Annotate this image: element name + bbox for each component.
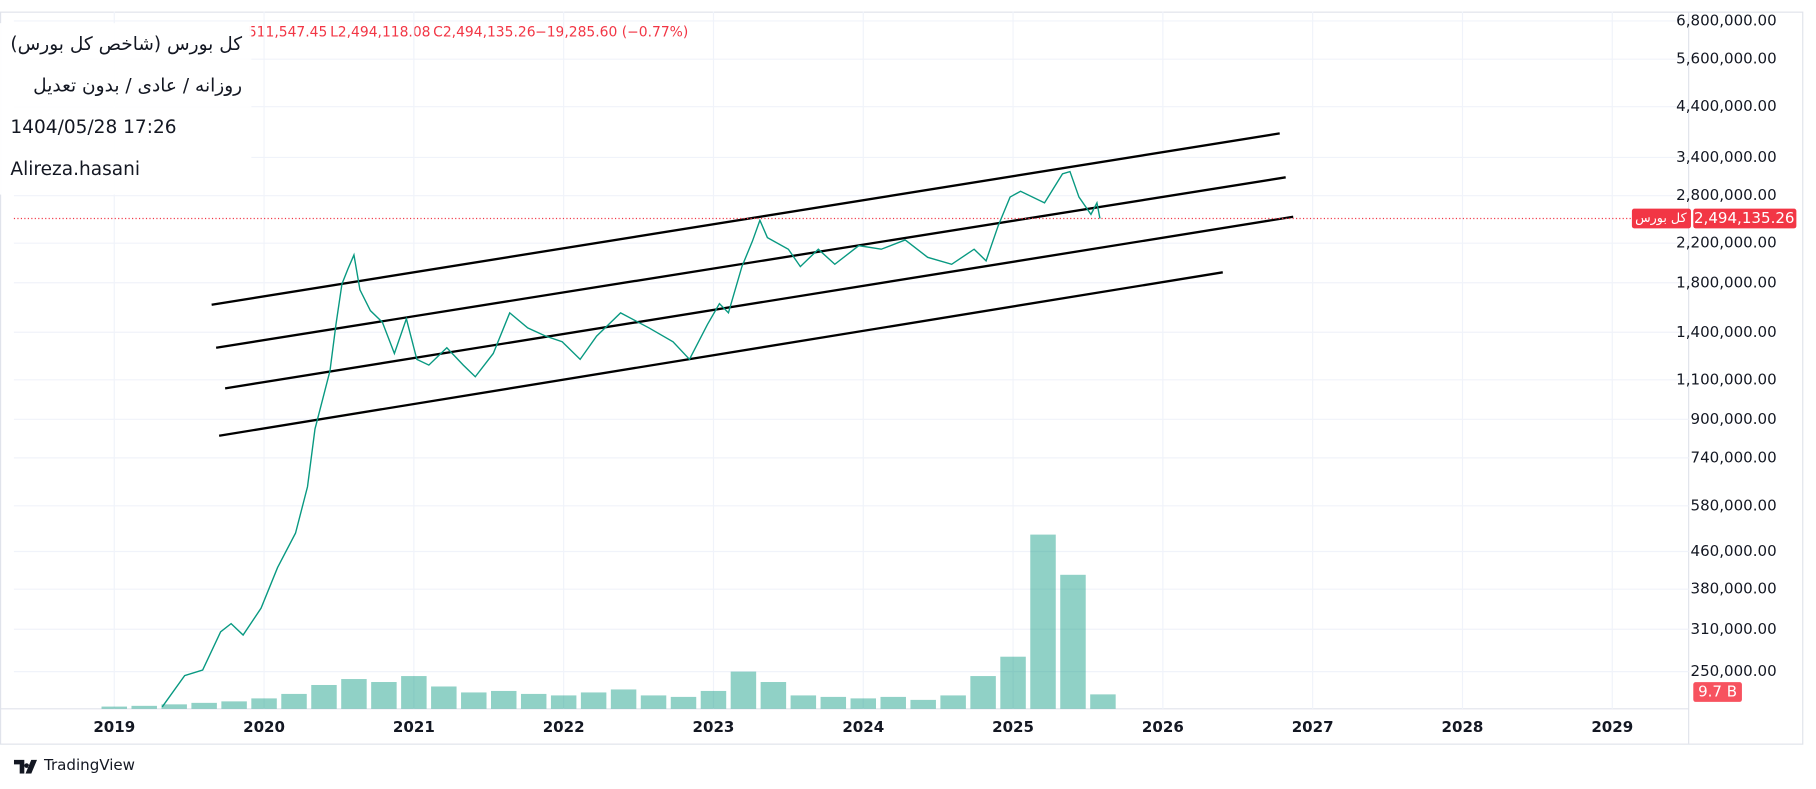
ohlc-low: L2,494,118.08 (330, 24, 430, 40)
y-tick-label: 1,400,000.00 (1676, 323, 1777, 341)
volume-bar (940, 695, 966, 709)
y-tick-label: 5,600,000.00 (1676, 50, 1777, 68)
volume-bar (1030, 534, 1056, 709)
y-tick-label: 2,800,000.00 (1676, 186, 1777, 204)
brand[interactable]: TradingView (13, 757, 135, 775)
author: Alireza.hasani (10, 157, 140, 180)
x-tick-label: 2029 (1591, 718, 1633, 736)
volume-bar (101, 706, 128, 709)
brand-text: TradingView (44, 757, 135, 775)
volume-bar (880, 696, 906, 709)
volume-bar (431, 686, 457, 709)
volume-bar (760, 682, 787, 709)
volume-bar (700, 690, 727, 709)
volume-bar (191, 702, 217, 709)
symbol-badge-label: کل بورس (1635, 211, 1688, 226)
symbol-badge (1631, 208, 1691, 229)
x-tick-label: 2022 (543, 718, 585, 736)
brand-logo (13, 759, 38, 774)
y-tick-label: 3,400,000.00 (1676, 148, 1777, 166)
trend-line (224, 215, 1294, 390)
volume-bar (850, 698, 877, 709)
volume-bar (730, 671, 757, 709)
x-tick-label: 2026 (1142, 718, 1184, 736)
volume-bar (640, 695, 667, 709)
volume-bar (461, 692, 487, 709)
trend-line (215, 176, 1286, 349)
trend-line (218, 271, 1223, 437)
volume-bar (520, 693, 547, 709)
legend: کل بورس (شاخص کل بورس) روزانه / عادی / ب… (0, 23, 252, 195)
x-tick-label: 2020 (243, 718, 285, 736)
y-tick-label: 250,000.00 (1691, 662, 1777, 680)
volume-bar (550, 695, 577, 709)
y-tick-label: 4,400,000.00 (1676, 97, 1777, 115)
y-tick-label: 460,000.00 (1691, 542, 1777, 560)
ohlc-change: −19,285.60 (−0.77%) (535, 24, 688, 40)
y-tick-label: 6,800,000.00 (1676, 11, 1777, 29)
volume-badge (1693, 682, 1742, 702)
frame (0, 11, 1804, 745)
x-tick-label: 2027 (1292, 718, 1334, 736)
y-tick-label: 1,800,000.00 (1676, 273, 1777, 291)
x-tick-label: 2021 (393, 718, 435, 736)
volume-bar (580, 692, 607, 709)
volume-badge-label: 9.7 B (1698, 683, 1737, 701)
y-tick-label: 740,000.00 (1691, 448, 1777, 466)
settings: روزانه / عادی / بدون تعدیل (33, 74, 243, 97)
volume-bar (311, 684, 337, 709)
volume-bar (401, 676, 427, 709)
volume-bar (970, 676, 996, 709)
volume-bar (790, 695, 817, 709)
x-tick-label: 2024 (842, 718, 884, 736)
timestamp: 1404/05/28 17:26 (10, 115, 177, 138)
price-badge (1693, 208, 1797, 229)
x-tick-label: 2019 (93, 718, 135, 736)
ohlc-high: 511,547.45 (248, 24, 327, 40)
volume-bar (1090, 694, 1116, 709)
y-tick-label: 900,000.00 (1691, 410, 1777, 428)
trend-line (211, 132, 1280, 306)
volume-bar (341, 679, 367, 709)
symbol-title: کل بورس (شاخص کل بورس) (10, 32, 243, 55)
ohlc-close: C2,494,135.26 (433, 24, 535, 40)
volume-bar (161, 704, 187, 709)
price-badge-label: 2,494,135.26 (1694, 209, 1795, 227)
y-tick-label: 310,000.00 (1691, 620, 1777, 638)
x-tick-label: 2023 (693, 718, 735, 736)
volume-bar (491, 690, 517, 709)
volume-bar (281, 693, 307, 709)
x-tick-label: 2028 (1442, 718, 1484, 736)
y-tick-label: 1,100,000.00 (1676, 370, 1777, 388)
volume-bar (1060, 574, 1086, 709)
volume-bar (221, 701, 247, 709)
volume-bar (910, 699, 936, 709)
x-tick-label: 2025 (992, 718, 1034, 736)
price-series (161, 170, 1101, 708)
volume-bar (251, 698, 277, 709)
volume-bar (131, 705, 157, 709)
volume-bar (371, 682, 397, 709)
y-tick-label: 2,200,000.00 (1676, 234, 1777, 252)
y-tick-label: 380,000.00 (1691, 580, 1777, 598)
volume-bar (820, 696, 847, 709)
volume-bar (610, 689, 637, 709)
ohlc-row: 511,547.45 L2,494,118.08 C2,494,135.26 −… (248, 24, 688, 40)
volume-bar (670, 696, 697, 709)
volume-bar (1000, 656, 1026, 709)
y-tick-label: 580,000.00 (1691, 496, 1777, 514)
